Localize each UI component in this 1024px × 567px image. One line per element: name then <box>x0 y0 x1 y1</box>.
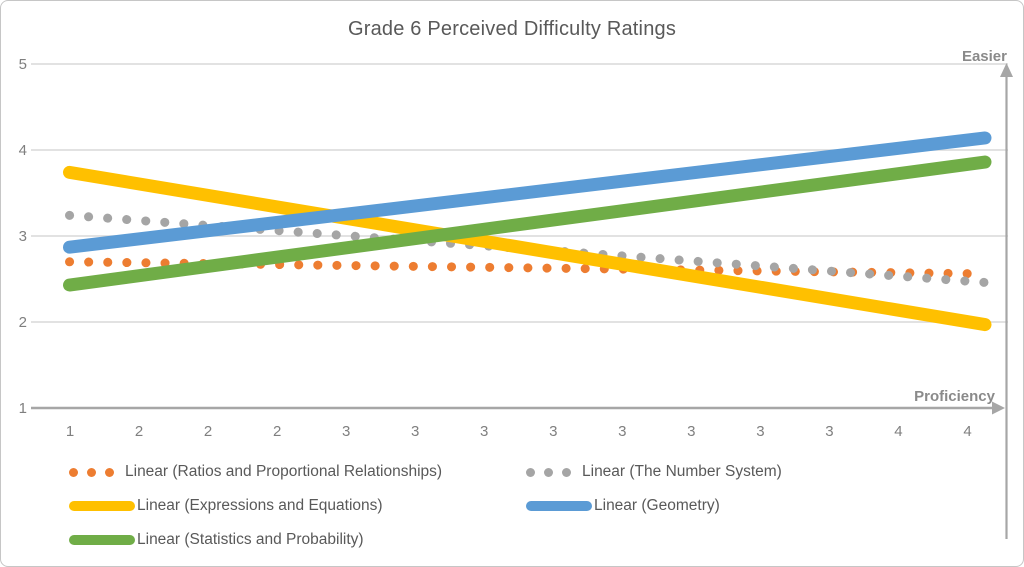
legend-item: Linear (The Number System) <box>526 455 782 489</box>
legend-label: Linear (Expressions and Equations) <box>137 497 383 514</box>
legend-line-marker-icon <box>69 501 135 511</box>
y-tick-label: 5 <box>19 56 27 73</box>
y-tick-label: 2 <box>19 314 27 331</box>
trendline <box>63 165 992 332</box>
legend-label: Linear (The Number System) <box>582 463 782 480</box>
legend-dot-icon <box>562 467 571 477</box>
legend-line-marker-icon <box>526 501 592 511</box>
y-tick-label: 3 <box>19 228 27 245</box>
y-tick-label: 1 <box>19 400 27 417</box>
legend-item: Linear (Expressions and Equations) <box>69 489 526 523</box>
x-tick-label: 3 <box>618 423 626 440</box>
x-tick-label: 3 <box>342 423 350 440</box>
legend-item: Linear (Geometry) <box>526 489 782 523</box>
x-tick-label: 1 <box>66 423 74 440</box>
legend-dot-icon <box>105 467 114 477</box>
x-tick-label: 3 <box>480 423 488 440</box>
x-tick-label: 2 <box>273 423 281 440</box>
x-tick-label: 3 <box>549 423 557 440</box>
legend-label: Linear (Geometry) <box>594 497 720 514</box>
x-tick-label: 4 <box>894 423 902 440</box>
x-tick-label: 3 <box>411 423 419 440</box>
legend-dot-icon <box>87 467 96 477</box>
legend-dot-icon <box>69 467 78 477</box>
x-axis-arrowhead <box>992 401 1005 415</box>
trendline <box>63 155 992 292</box>
easier-axis-annotation: Easier <box>961 48 1007 65</box>
proficiency-axis-annotation: Proficiency <box>914 388 995 405</box>
legend-dot-icon <box>526 467 535 477</box>
y-tick-label: 4 <box>19 142 27 159</box>
x-tick-label: 2 <box>204 423 212 440</box>
legend-dotted-marker-icon <box>526 467 571 477</box>
x-tick-label: 4 <box>963 423 971 440</box>
chart-title: Grade 6 Perceived Difficulty Ratings <box>347 18 677 40</box>
legend-dot-icon <box>544 467 553 477</box>
x-tick-label: 3 <box>687 423 695 440</box>
legend-label: Linear (Ratios and Proportional Relation… <box>125 463 443 480</box>
legend-dotted-marker-icon <box>69 467 114 477</box>
x-tick-label: 2 <box>135 423 143 440</box>
legend-item: Linear (Ratios and Proportional Relation… <box>69 455 526 489</box>
trendline <box>63 131 992 254</box>
legend: Linear (Ratios and Proportional Relation… <box>69 455 782 557</box>
legend-line-marker-icon <box>69 535 135 545</box>
x-tick-label: 3 <box>825 423 833 440</box>
legend-item: Linear (Statistics and Probability) <box>69 523 526 557</box>
legend-label: Linear (Statistics and Probability) <box>137 531 364 548</box>
x-tick-label: 3 <box>756 423 764 440</box>
y-arrow-arrowhead <box>1000 63 1013 77</box>
